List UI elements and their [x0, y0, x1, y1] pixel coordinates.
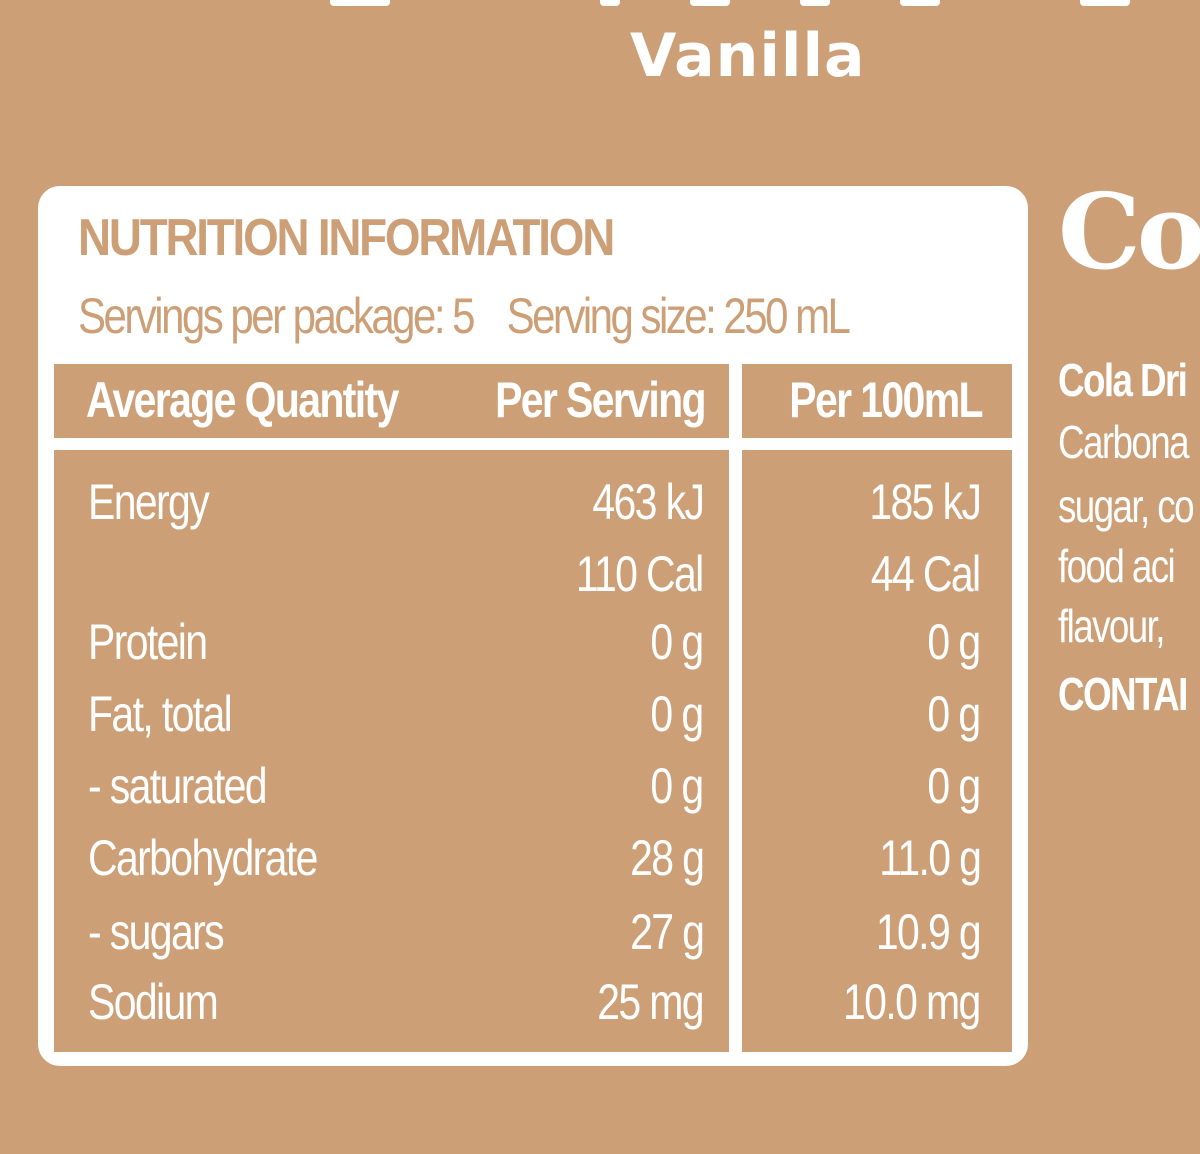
per-serving-saturated: 0 g: [650, 758, 705, 814]
nutrition-title: NUTRITION INFORMATION: [78, 209, 615, 267]
flavour-title: Vanilla: [630, 21, 866, 91]
nutrition-panel: NUTRITION INFORMATION Servings per packa…: [38, 186, 1028, 1066]
per-serving-sugars: 27 g: [629, 904, 705, 960]
per-100ml-energy-kj: 185 kJ: [869, 474, 982, 530]
per-serving-fat-total: 0 g: [650, 686, 705, 742]
row-label-sugars: - sugars: [88, 904, 225, 960]
serving-size: Serving size: 250 mL: [506, 288, 851, 344]
row-label-carbohydrate: Carbohydrate: [88, 830, 318, 886]
header-per-serving: Per Serving: [495, 372, 706, 428]
per-100ml-fat-total: 0 g: [927, 686, 982, 742]
per-serving-sodium: 25 mg: [597, 974, 704, 1030]
row-label-saturated: - saturated: [88, 758, 268, 814]
per-serving-energy-kj: 463 kJ: [592, 474, 705, 530]
header-average-quantity: Average Quantity: [86, 372, 399, 428]
per-100ml-saturated: 0 g: [927, 758, 982, 814]
per-serving-energy-cal: 110 Cal: [576, 546, 704, 602]
nutrition-header: NUTRITION INFORMATION Servings per packa…: [78, 210, 995, 344]
per-serving-carbohydrate: 28 g: [629, 830, 705, 886]
per-100ml-sugars: 10.9 g: [875, 904, 982, 960]
contains-statement: CONTAI: [1058, 668, 1188, 720]
serving-info: Servings per package: 5 Serving size: 250…: [78, 288, 851, 344]
per-100ml-energy-cal: 44 Cal: [871, 546, 981, 602]
ingredients-line-1: Carbona: [1058, 416, 1190, 468]
header-cell-left: Average Quantity Per Serving: [54, 364, 729, 438]
ingredients-line-2: sugar, co: [1058, 480, 1195, 532]
per-100ml-sodium: 10.0 mg: [843, 974, 981, 1030]
side-panel-cropped: Co Cola Dri Carbona sugar, co food aci f…: [1058, 180, 1200, 740]
per-100ml-protein: 0 g: [927, 614, 982, 670]
body-cell-left: Energy Protein Fat, total - saturated Ca…: [54, 450, 729, 1052]
row-label-fat-total: Fat, total: [88, 686, 233, 742]
header-per-100ml: Per 100mL: [789, 372, 983, 428]
cropped-top-text: [0, 0, 1200, 8]
per-serving-protein: 0 g: [650, 614, 705, 670]
ingredients-line-4: flavour,: [1058, 600, 1165, 652]
row-label-protein: Protein: [88, 614, 208, 670]
product-line: Cola Dri: [1058, 354, 1188, 406]
row-label-sodium: Sodium: [88, 974, 219, 1030]
header-cell-right: Per 100mL: [742, 364, 1012, 438]
body-cell-right: 185 kJ 44 Cal 0 g 0 g 0 g 11.0 g 10.9 g …: [742, 450, 1012, 1052]
servings-per-package: Servings per package: 5: [78, 288, 476, 344]
brand-logo-text: Co: [1058, 180, 1200, 293]
ingredients-line-3: food aci: [1058, 540, 1176, 592]
per-100ml-carbohydrate: 11.0 g: [878, 830, 982, 886]
row-label-energy: Energy: [88, 474, 210, 530]
